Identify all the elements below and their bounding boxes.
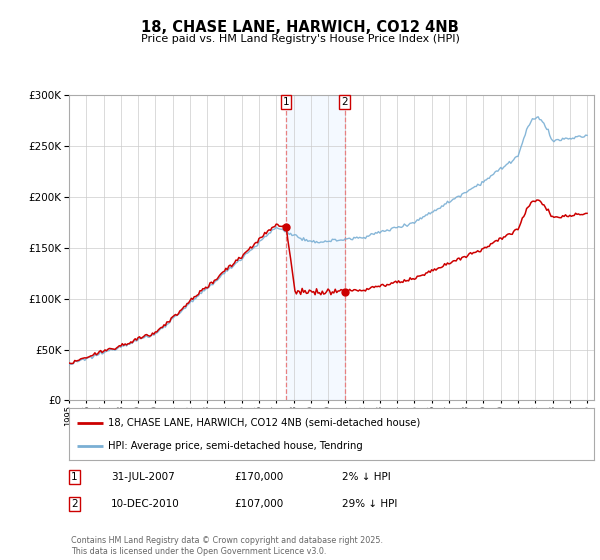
Text: £107,000: £107,000: [234, 499, 283, 509]
Text: 18, CHASE LANE, HARWICH, CO12 4NB: 18, CHASE LANE, HARWICH, CO12 4NB: [141, 20, 459, 35]
Text: 1: 1: [283, 97, 290, 107]
Text: 29% ↓ HPI: 29% ↓ HPI: [342, 499, 397, 509]
Text: HPI: Average price, semi-detached house, Tendring: HPI: Average price, semi-detached house,…: [109, 441, 363, 451]
Text: 18, CHASE LANE, HARWICH, CO12 4NB (semi-detached house): 18, CHASE LANE, HARWICH, CO12 4NB (semi-…: [109, 418, 421, 428]
Bar: [286, 95, 344, 400]
Text: 2: 2: [341, 97, 348, 107]
Text: 10-DEC-2010: 10-DEC-2010: [111, 499, 180, 509]
Text: 31-JUL-2007: 31-JUL-2007: [111, 472, 175, 482]
Text: Price paid vs. HM Land Registry's House Price Index (HPI): Price paid vs. HM Land Registry's House …: [140, 34, 460, 44]
Text: 1: 1: [71, 472, 77, 482]
Text: Contains HM Land Registry data © Crown copyright and database right 2025.
This d: Contains HM Land Registry data © Crown c…: [71, 536, 383, 556]
Text: 2% ↓ HPI: 2% ↓ HPI: [342, 472, 391, 482]
Text: 2: 2: [71, 499, 77, 509]
Text: £170,000: £170,000: [234, 472, 283, 482]
